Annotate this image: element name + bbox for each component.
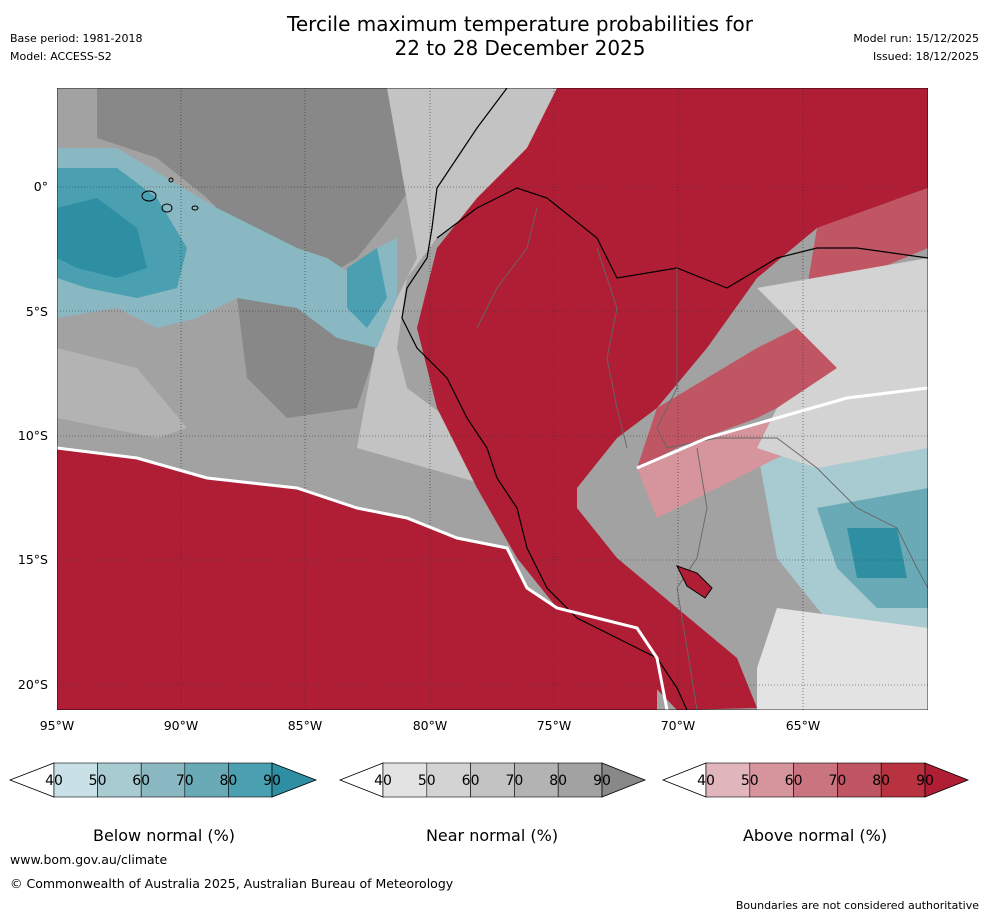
near-normal-50-east bbox=[757, 258, 928, 468]
colorbar-high-extension bbox=[601, 762, 647, 798]
above-normal-80-east bbox=[807, 188, 928, 288]
colorbar-segment bbox=[97, 762, 142, 798]
colorbar-below-normal bbox=[8, 762, 318, 798]
colorbar-tick-label: 50 bbox=[88, 773, 107, 789]
footer-copyright: © Commonwealth of Australia 2025, Austra… bbox=[10, 876, 454, 891]
lon-label-70w: 70°W bbox=[660, 718, 696, 733]
colorbar-tick-label: 80 bbox=[872, 773, 891, 789]
below-normal-90-bolivia bbox=[847, 528, 907, 578]
above-normal-80-zone bbox=[637, 308, 857, 468]
probability-map bbox=[57, 88, 928, 710]
above-normal-90-south-ocean bbox=[57, 448, 657, 710]
map-grid bbox=[57, 88, 928, 710]
colorbar-tick-label: 60 bbox=[132, 773, 151, 789]
lon-label-95w: 95°W bbox=[39, 718, 75, 733]
colorbar-above-normal bbox=[661, 762, 970, 798]
colorbar-tick-label: 50 bbox=[740, 773, 759, 789]
near-normal-90-zone bbox=[97, 88, 447, 288]
colorbar-segment bbox=[837, 762, 882, 798]
colorbars bbox=[8, 762, 970, 798]
lon-label-75w: 75°W bbox=[536, 718, 572, 733]
lat-label-15s: 15°S bbox=[17, 552, 48, 567]
title-line-1: Tercile maximum temperature probabilitie… bbox=[287, 12, 753, 36]
footer-note: Boundaries are not considered authoritat… bbox=[735, 899, 979, 912]
coastline bbox=[401, 88, 688, 710]
colorbar-tick-label: 80 bbox=[219, 773, 238, 789]
lat-label-20s: 20°S bbox=[17, 677, 48, 692]
below-normal-80-zone-east bbox=[347, 248, 387, 328]
lon-label-90w: 90°W bbox=[163, 718, 199, 733]
colorbar-tick-label: 90 bbox=[263, 773, 281, 789]
colorbar-high-extension bbox=[924, 762, 970, 798]
colorbar-label-near: Near normal (%) bbox=[425, 826, 559, 845]
model-run: Model run: 15/12/2025 bbox=[853, 32, 979, 45]
near-normal-80-west bbox=[57, 348, 187, 438]
colorbar-segment bbox=[749, 762, 794, 798]
colorbar-tick-label: 80 bbox=[549, 773, 568, 789]
colorbar-tick-label: 60 bbox=[784, 773, 803, 789]
meta-left: Base period: 1981-2018 Model: ACCESS-S2 bbox=[10, 32, 142, 68]
above-normal-90-mainland bbox=[417, 88, 928, 710]
colorbar-segment bbox=[880, 762, 926, 798]
issued-date: Issued: 18/12/2025 bbox=[872, 50, 979, 63]
base-period: Base period: 1981-2018 bbox=[10, 32, 143, 45]
colorbar-tick-label: 90 bbox=[916, 773, 934, 789]
colorbar-segment bbox=[514, 762, 559, 798]
colorbar-tick-label: 70 bbox=[505, 773, 524, 789]
colorbar-tick-label: 70 bbox=[175, 773, 194, 789]
near-normal-40-southeast bbox=[757, 608, 928, 710]
country-borders bbox=[476, 207, 928, 710]
colorbar-tick-label: 40 bbox=[697, 773, 715, 789]
colorbar-segment bbox=[184, 762, 229, 798]
colorbar-segment bbox=[470, 762, 515, 798]
meta-right: Model run: 15/12/2025 Issued: 18/12/2025 bbox=[853, 32, 979, 68]
colorbar-high-extension bbox=[271, 762, 318, 798]
near-normal-70-coast bbox=[357, 88, 577, 488]
colorbar-segment bbox=[140, 762, 186, 798]
lake-titicaca bbox=[676, 565, 713, 599]
colorbar-near-normal bbox=[338, 762, 647, 798]
lon-label-80w: 80°W bbox=[412, 718, 448, 733]
contour-south-ocean bbox=[57, 446, 669, 710]
colorbar-tick-label: 70 bbox=[828, 773, 847, 789]
lat-label-5s: 5°S bbox=[25, 304, 48, 319]
lat-label-10s: 10°S bbox=[17, 428, 48, 443]
lat-label-0: 0° bbox=[33, 179, 48, 194]
colorbar-label-below: Below normal (%) bbox=[92, 826, 236, 845]
galapagos-islands bbox=[141, 177, 199, 213]
colorbar-label-above: Above normal (%) bbox=[742, 826, 888, 845]
title-line-2: 22 to 28 December 2025 bbox=[394, 36, 646, 60]
colorbar-segment bbox=[53, 762, 98, 798]
map-title: Tercile maximum temperature probabilitie… bbox=[0, 12, 988, 60]
contour-east bbox=[636, 386, 928, 470]
colorbar-segment bbox=[705, 762, 751, 798]
lon-label-65w: 65°W bbox=[785, 718, 821, 733]
model-name: Model: ACCESS-S2 bbox=[10, 50, 112, 63]
below-normal-90-zone bbox=[57, 198, 147, 278]
colorbar-tick-label: 90 bbox=[593, 773, 611, 789]
amazon-river bbox=[436, 187, 928, 289]
colorbar-segment bbox=[228, 762, 273, 798]
colorbar-tick-label: 50 bbox=[417, 773, 436, 789]
colorbar-tick-label: 60 bbox=[461, 773, 480, 789]
lon-label-85w: 85°W bbox=[287, 718, 323, 733]
colorbar-tick-label: 40 bbox=[374, 773, 392, 789]
footer-url: www.bom.gov.au/climate bbox=[10, 852, 168, 867]
colorbar-tick-label: 40 bbox=[45, 773, 63, 789]
